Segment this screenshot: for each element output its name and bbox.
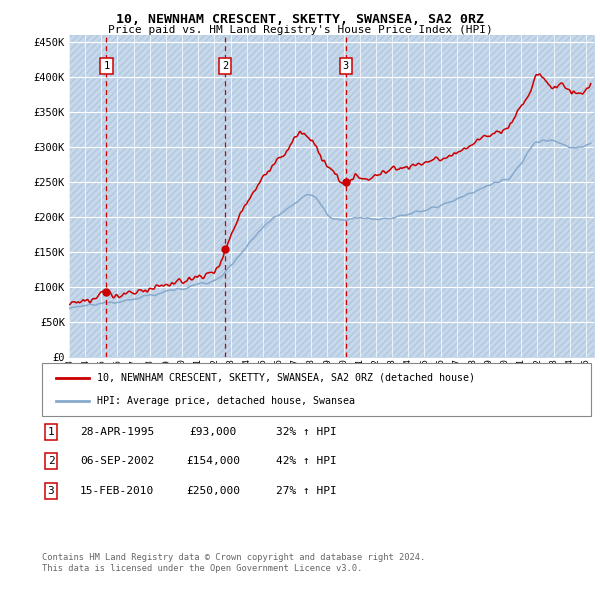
- Text: 32% ↑ HPI: 32% ↑ HPI: [275, 427, 337, 437]
- Text: 2: 2: [47, 457, 55, 466]
- Text: 1: 1: [103, 61, 110, 71]
- Text: 27% ↑ HPI: 27% ↑ HPI: [275, 486, 337, 496]
- Text: This data is licensed under the Open Government Licence v3.0.: This data is licensed under the Open Gov…: [42, 565, 362, 573]
- Text: 10, NEWNHAM CRESCENT, SKETTY, SWANSEA, SA2 0RZ: 10, NEWNHAM CRESCENT, SKETTY, SWANSEA, S…: [116, 13, 484, 26]
- Text: 2: 2: [222, 61, 229, 71]
- Text: 28-APR-1995: 28-APR-1995: [80, 427, 154, 437]
- Text: £154,000: £154,000: [186, 457, 240, 466]
- Text: 3: 3: [47, 486, 55, 496]
- Text: 1: 1: [47, 427, 55, 437]
- Text: £93,000: £93,000: [190, 427, 236, 437]
- Text: 10, NEWNHAM CRESCENT, SKETTY, SWANSEA, SA2 0RZ (detached house): 10, NEWNHAM CRESCENT, SKETTY, SWANSEA, S…: [97, 373, 475, 383]
- Text: 42% ↑ HPI: 42% ↑ HPI: [275, 457, 337, 466]
- Text: HPI: Average price, detached house, Swansea: HPI: Average price, detached house, Swan…: [97, 396, 355, 406]
- Text: 15-FEB-2010: 15-FEB-2010: [80, 486, 154, 496]
- FancyBboxPatch shape: [42, 363, 591, 416]
- Text: £250,000: £250,000: [186, 486, 240, 496]
- Text: Contains HM Land Registry data © Crown copyright and database right 2024.: Contains HM Land Registry data © Crown c…: [42, 553, 425, 562]
- Text: 06-SEP-2002: 06-SEP-2002: [80, 457, 154, 466]
- Text: 3: 3: [343, 61, 349, 71]
- Text: Price paid vs. HM Land Registry's House Price Index (HPI): Price paid vs. HM Land Registry's House …: [107, 25, 493, 35]
